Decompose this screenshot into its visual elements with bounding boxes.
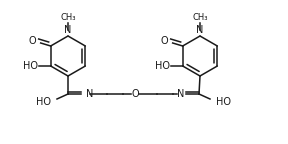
- Text: HO: HO: [36, 97, 51, 107]
- Text: CH₃: CH₃: [60, 13, 76, 22]
- Text: N: N: [177, 89, 185, 99]
- Text: O: O: [28, 36, 36, 46]
- Text: O: O: [160, 36, 168, 46]
- Text: N: N: [64, 25, 72, 35]
- Text: N: N: [196, 25, 204, 35]
- Text: O: O: [131, 89, 139, 99]
- Text: HO: HO: [216, 97, 231, 107]
- Text: CH₃: CH₃: [192, 13, 208, 22]
- Text: N: N: [86, 89, 93, 99]
- Text: HO: HO: [23, 61, 38, 71]
- Text: HO: HO: [155, 61, 170, 71]
